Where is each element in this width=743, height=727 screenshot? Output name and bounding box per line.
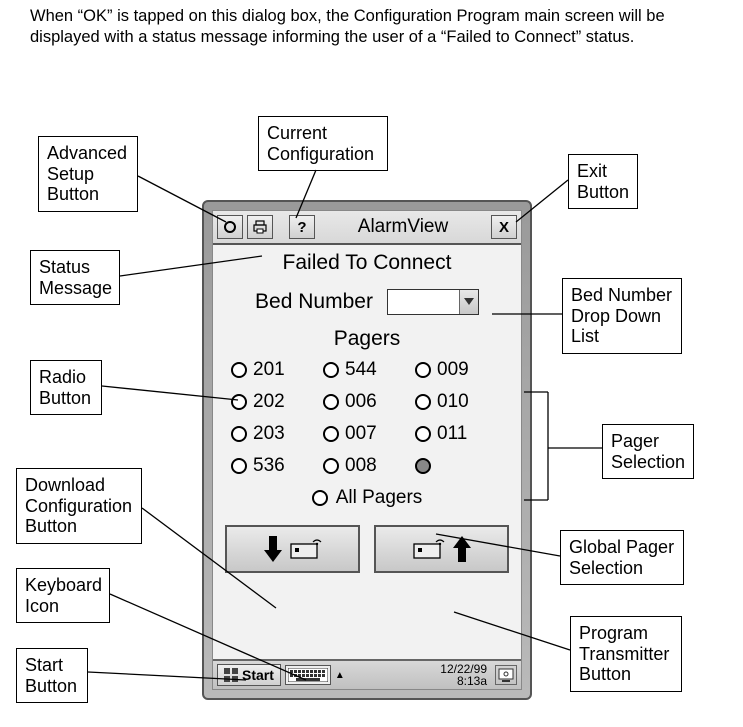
callout-keyboard-icon: KeyboardIcon [16,568,110,623]
printer-icon [252,220,268,234]
up-arrow-icon [452,534,472,564]
pager-radio-008[interactable]: 008 [323,455,411,477]
start-label: Start [242,667,274,683]
callout-download-config: DownloadConfigurationButton [16,468,142,544]
pager-label: 006 [345,391,377,413]
radio-icon [323,362,339,378]
callout-program-transmitter: ProgramTransmitterButton [570,616,682,692]
radio-icon [415,394,431,410]
keyboard-button[interactable] [285,665,331,685]
radio-icon [415,458,431,474]
radio-icon [231,394,247,410]
callout-status-message: StatusMessage [30,250,120,305]
pager-label: 544 [345,359,377,381]
pager-label: 010 [437,391,469,413]
bed-number-label: Bed Number [255,290,373,314]
radio-icon [323,394,339,410]
radio-icon [323,458,339,474]
callout-radio-button: RadioButton [30,360,102,415]
callout-start-button: StartButton [16,648,88,703]
pager-label: 201 [253,359,285,381]
pager-radio-006[interactable]: 006 [323,391,411,413]
radio-icon [323,426,339,442]
bed-number-dropdown[interactable] [387,289,479,315]
radio-icon [231,362,247,378]
chevron-down-icon [464,298,474,305]
radio-icon [415,362,431,378]
taskbar: Start ▲ 12/22/99 8:13a [213,659,521,689]
pager-label: 202 [253,391,285,413]
circle-icon [224,221,236,233]
intro-paragraph: When “OK” is tapped on this dialog box, … [30,6,710,49]
status-message: Failed To Connect [213,251,521,275]
radio-icon [231,426,247,442]
pagers-heading: Pagers [213,327,521,351]
callout-pager-selection: PagerSelection [602,424,694,479]
keyboard-icon [288,668,328,682]
close-icon: X [499,219,509,236]
current-config-button[interactable] [247,215,273,239]
callout-global-pager: Global PagerSelection [560,530,684,585]
exit-button[interactable]: X [491,215,517,239]
radio-icon [231,458,247,474]
device-icon [289,536,323,562]
pager-radio-201[interactable]: 201 [231,359,319,381]
pager-radio-203[interactable]: 203 [231,423,319,445]
pager-label: 007 [345,423,377,445]
all-pagers-label: All Pagers [336,487,423,509]
all-pagers-row[interactable]: All Pagers [213,487,521,509]
pager-radio-010[interactable]: 010 [415,391,503,413]
pager-radio-544[interactable]: 544 [323,359,411,381]
help-icon: ? [297,219,306,236]
pager-radio-009[interactable]: 009 [415,359,503,381]
bed-number-row: Bed Number [213,289,521,315]
pager-grid: 201 544 009 202 006 010 203 007 011 536 … [231,359,503,477]
tri-up-icon[interactable]: ▲ [335,670,345,681]
download-config-button[interactable] [225,525,360,573]
title-bar: ? AlarmView X [213,211,521,245]
pager-label: 203 [253,423,285,445]
pager-label: 009 [437,359,469,381]
pager-radio-empty[interactable] [415,455,503,477]
pager-radio-007[interactable]: 007 [323,423,411,445]
pager-label: 536 [253,455,285,477]
down-arrow-icon [263,534,283,564]
device-frame: ? AlarmView X Failed To Connect Bed Numb… [202,200,532,700]
app-title: AlarmView [319,216,487,238]
pager-radio-011[interactable]: 011 [415,423,503,445]
callout-exit-button: ExitButton [568,154,638,209]
pager-label: 008 [345,455,377,477]
program-transmitter-button[interactable] [374,525,509,573]
pager-radio-536[interactable]: 536 [231,455,319,477]
desktop-icon [498,668,514,682]
callout-current-config: CurrentConfiguration [258,116,388,171]
device-icon [412,536,446,562]
pager-label: 011 [437,423,467,445]
screen-area: ? AlarmView X Failed To Connect Bed Numb… [212,210,522,690]
radio-icon [312,490,328,506]
pager-radio-202[interactable]: 202 [231,391,319,413]
windows-icon [224,668,238,682]
time-text: 8:13a [440,675,487,687]
advanced-setup-button[interactable] [217,215,243,239]
callout-bed-dropdown: Bed NumberDrop DownList [562,278,682,354]
radio-icon [415,426,431,442]
buttons-row [213,525,521,573]
callout-advanced-setup: AdvancedSetupButton [38,136,138,212]
tray-icon-button[interactable] [495,665,517,685]
help-button[interactable]: ? [289,215,315,239]
start-button[interactable]: Start [217,664,281,686]
clock-area: 12/22/99 8:13a [440,663,487,687]
